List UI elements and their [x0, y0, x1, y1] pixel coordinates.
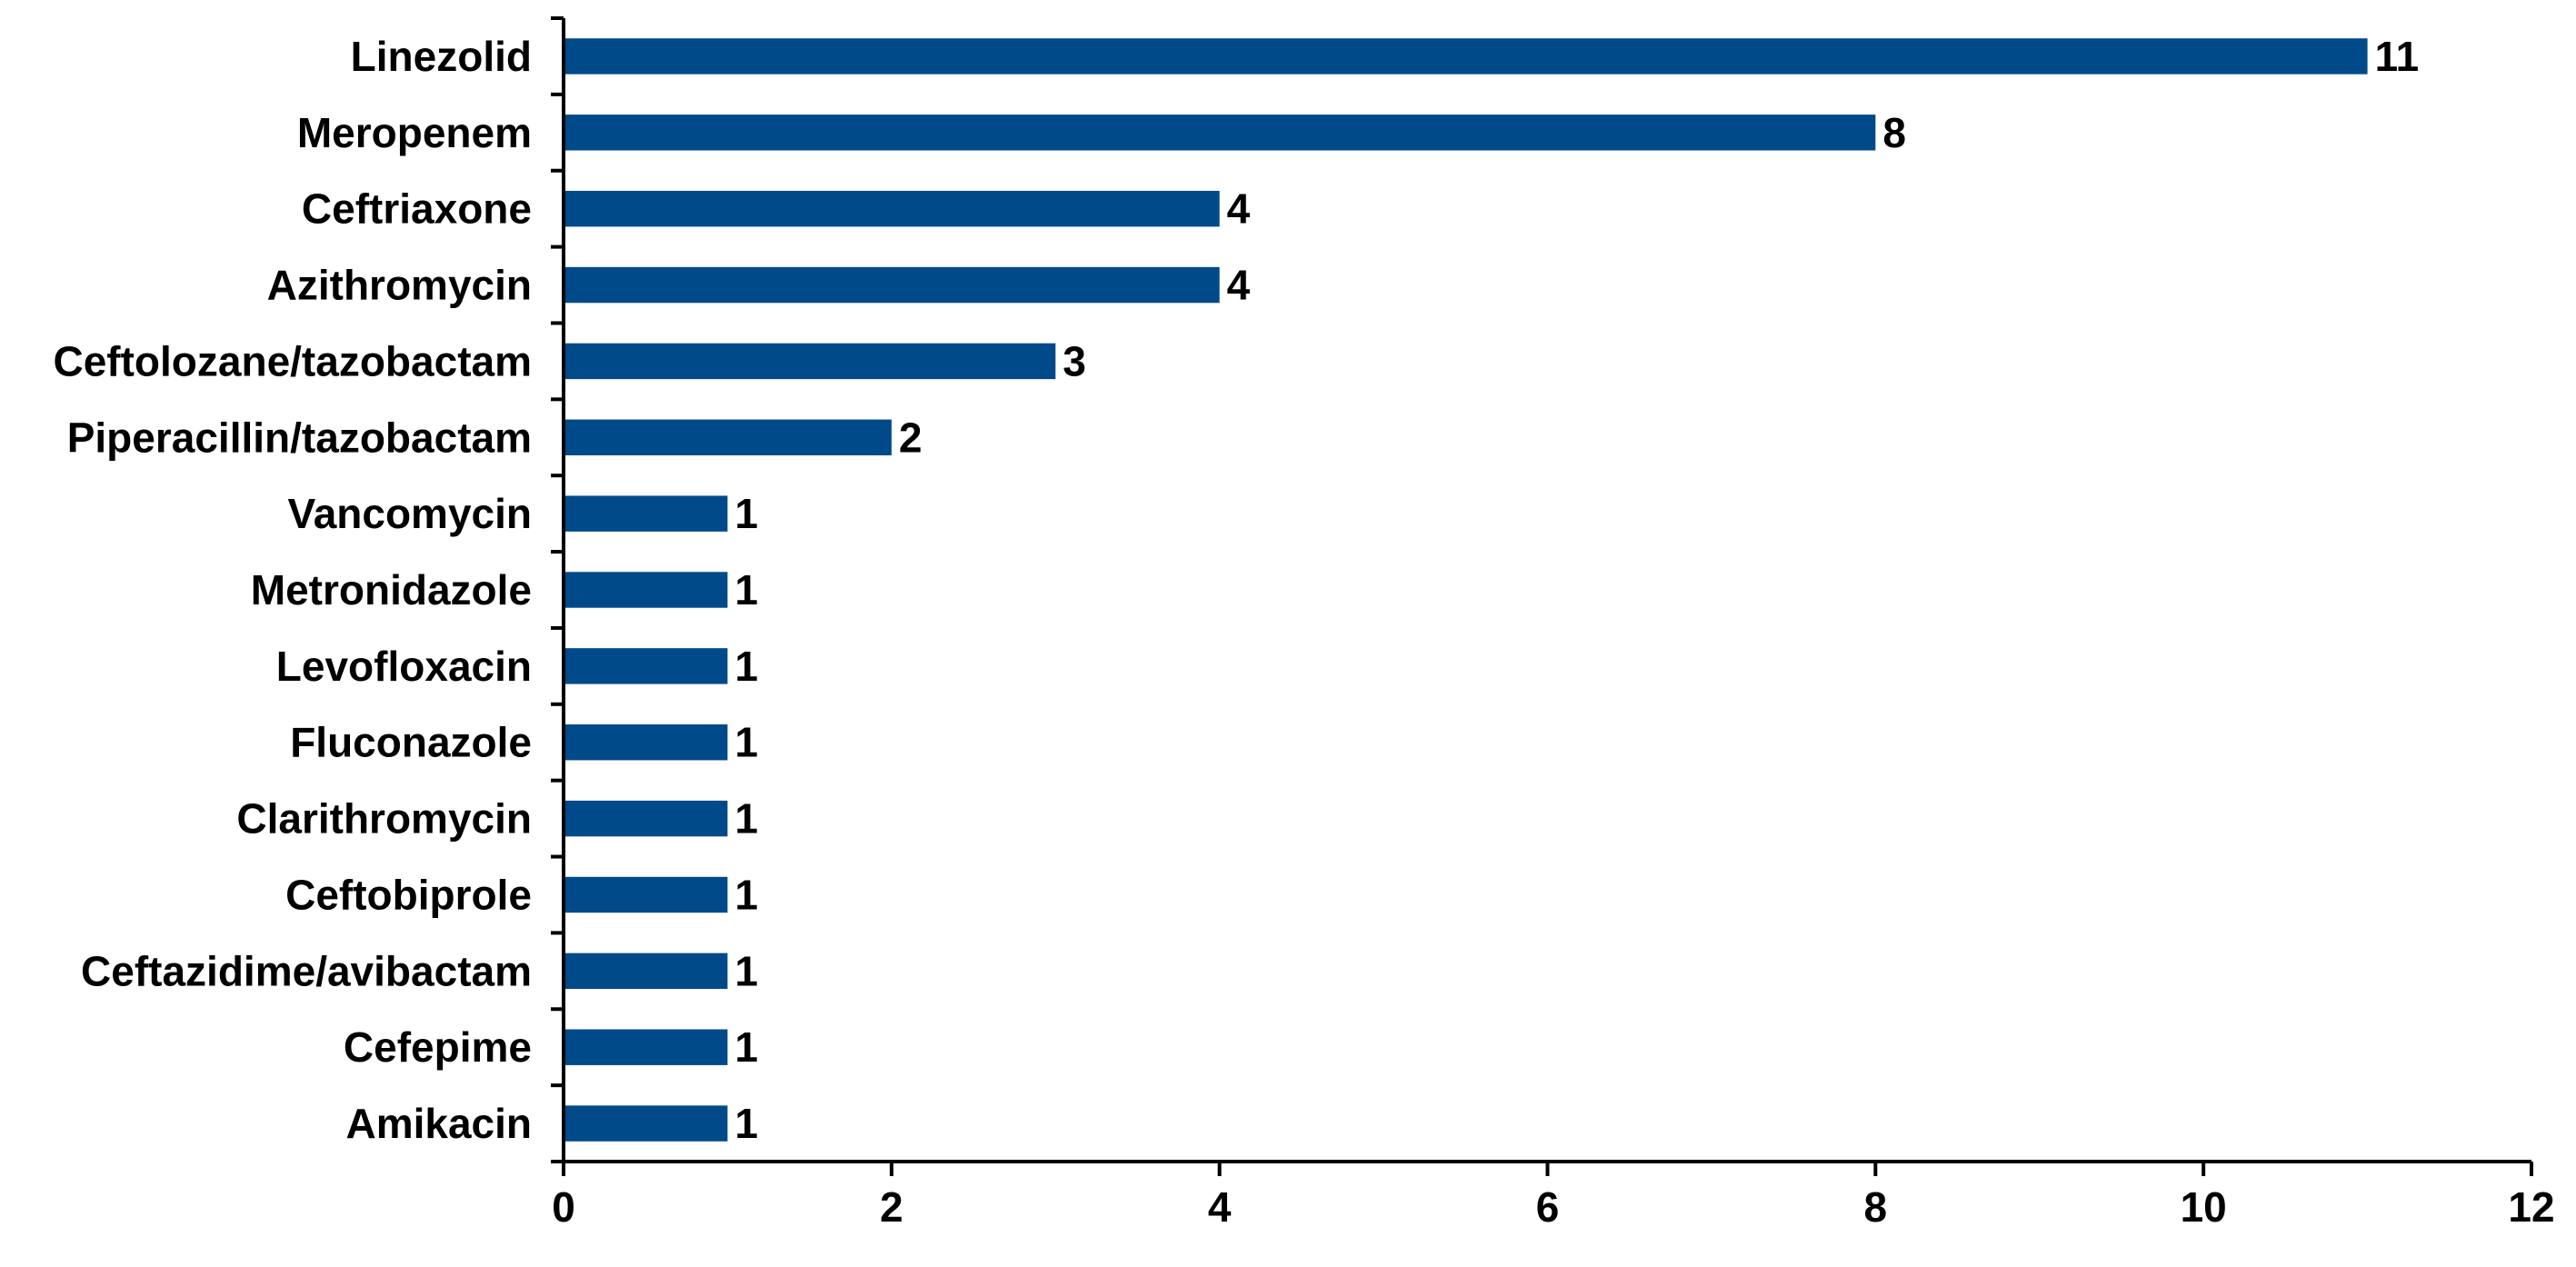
category-label-levofloxacin: Levofloxacin [276, 643, 532, 690]
category-label-piperacillin-tazobactam: Piperacillin/tazobactam [67, 414, 532, 461]
category-label-ceftolozane-tazobactam: Ceftolozane/tazobactam [53, 337, 532, 384]
category-label-azithromycin: Azithromycin [267, 262, 532, 309]
bar-levofloxacin [564, 648, 728, 684]
bar-ceftriaxone [564, 190, 1220, 227]
category-label-ceftazidime-avibactam: Ceftazidime/avibactam [81, 947, 532, 994]
bar-metronidazole [564, 572, 728, 608]
value-label-azithromycin: 4 [1227, 262, 1251, 309]
value-label-meropenem: 8 [1882, 109, 1906, 156]
x-tick-label: 4 [1208, 1183, 1232, 1231]
value-label-piperacillin-tazobactam: 2 [899, 414, 923, 461]
category-label-amikacin: Amikacin [345, 1100, 532, 1147]
value-label-fluconazole: 1 [734, 719, 758, 766]
value-label-metronidazole: 1 [734, 566, 758, 614]
bar-ceftobiprole [564, 876, 728, 913]
bar-clarithromycin [564, 800, 728, 837]
value-label-levofloxacin: 1 [734, 643, 758, 690]
category-label-ceftriaxone: Ceftriaxone [302, 185, 532, 233]
value-label-amikacin: 1 [734, 1100, 758, 1147]
x-axis-ticks-group [562, 1162, 2533, 1176]
y-axis-ticks-group [551, 16, 564, 1163]
category-label-linezolid: Linezolid [351, 33, 532, 80]
category-label-fluconazole: Fluconazole [290, 719, 532, 766]
value-label-ceftolozane-tazobactam: 3 [1063, 337, 1086, 384]
bar-fluconazole [564, 724, 728, 761]
value-label-linezolid: 11 [2375, 33, 2420, 80]
bar-amikacin [564, 1105, 728, 1142]
value-label-ceftazidime-avibactam: 1 [734, 947, 758, 994]
bar-meropenem [564, 115, 1876, 151]
value-label-ceftobiprole: 1 [734, 871, 758, 918]
value-label-vancomycin: 1 [734, 490, 758, 537]
bars-group [564, 38, 2368, 1142]
category-label-ceftobiprole: Ceftobiprole [285, 871, 532, 918]
value-label-clarithromycin: 1 [734, 795, 758, 843]
category-label-cefepime: Cefepime [344, 1023, 532, 1071]
bar-azithromycin [564, 266, 1220, 304]
bar-cefepime [564, 1029, 728, 1065]
category-label-vancomycin: Vancomycin [288, 490, 532, 537]
bar-piperacillin-tazobactam [564, 419, 892, 455]
x-tick-label: 8 [1864, 1183, 1888, 1231]
bar-linezolid [564, 38, 2368, 75]
x-tick-label: 2 [880, 1183, 904, 1231]
bar-ceftazidime-avibactam [564, 953, 728, 990]
category-labels-group: Linezolid Meropenem Ceftriaxone Azithromyci… [53, 33, 532, 1147]
x-tick-label: 0 [552, 1183, 575, 1231]
x-tick-label: 6 [1536, 1183, 1560, 1231]
bar-ceftolozane-tazobactam [564, 343, 1056, 380]
x-tick-label: 12 [2508, 1183, 2554, 1231]
x-tick-label: 10 [2181, 1183, 2227, 1231]
category-label-clarithromycin: Clarithromycin [236, 795, 532, 843]
bar-vancomycin [564, 495, 728, 532]
x-tick-labels-group: 0 2 4 6 8 10 12 [552, 1183, 2554, 1231]
value-label-ceftriaxone: 4 [1227, 185, 1251, 233]
value-label-cefepime: 1 [734, 1023, 758, 1071]
category-label-metronidazole: Metronidazole [251, 566, 532, 614]
category-label-meropenem: Meropenem [297, 109, 532, 156]
